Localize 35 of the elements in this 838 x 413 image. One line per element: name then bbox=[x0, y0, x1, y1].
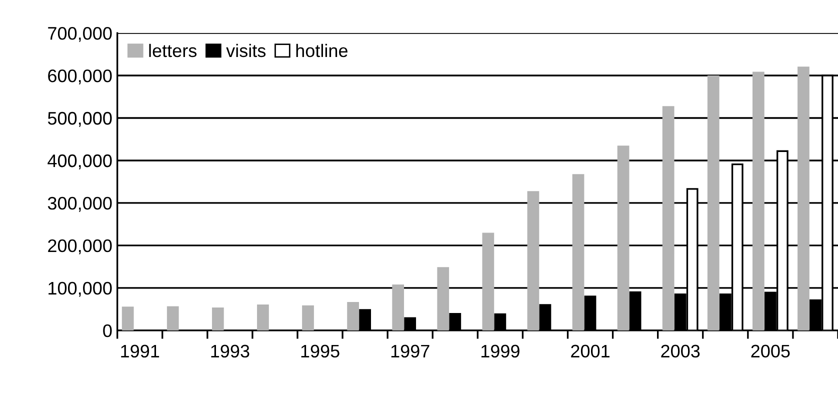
x-tick-label: 2003 bbox=[661, 344, 700, 358]
y-tick-label: 300,000 bbox=[48, 196, 112, 212]
bar bbox=[527, 191, 540, 330]
y-tick-label: 700,000 bbox=[48, 26, 112, 42]
x-tick-label: 1997 bbox=[391, 344, 430, 358]
y-tick-label: 400,000 bbox=[48, 154, 112, 170]
y-tick-label: 100,000 bbox=[48, 282, 112, 297]
x-tick-label: 1995 bbox=[301, 344, 340, 358]
bar bbox=[752, 72, 764, 330]
bar bbox=[347, 302, 359, 330]
legend-label: visits bbox=[226, 44, 266, 58]
bar bbox=[707, 76, 720, 330]
x-tick-label: 2005 bbox=[751, 344, 790, 358]
x-tick-label: 2001 bbox=[571, 344, 610, 358]
bar bbox=[617, 146, 630, 330]
bar bbox=[437, 267, 450, 330]
bar bbox=[798, 66, 810, 330]
legend-label: letters bbox=[149, 44, 197, 58]
y-tick-label: 500,000 bbox=[48, 112, 112, 127]
x-tick-label: 1993 bbox=[211, 344, 250, 358]
x-tick-label: 1999 bbox=[481, 344, 520, 358]
bar bbox=[166, 306, 179, 330]
bar bbox=[482, 232, 494, 330]
legend-label: hotline bbox=[296, 44, 348, 58]
y-tick-label: 200,000 bbox=[48, 239, 112, 254]
bar bbox=[302, 305, 314, 330]
bar bbox=[212, 307, 224, 330]
bar bbox=[257, 304, 269, 330]
y-tick-label: 600,000 bbox=[48, 69, 112, 84]
bar bbox=[392, 284, 404, 330]
bar bbox=[122, 306, 134, 330]
x-tick-label: 1991 bbox=[121, 344, 160, 358]
y-tick-label: 0 bbox=[103, 324, 112, 338]
bar bbox=[572, 174, 584, 330]
bar bbox=[662, 106, 674, 330]
